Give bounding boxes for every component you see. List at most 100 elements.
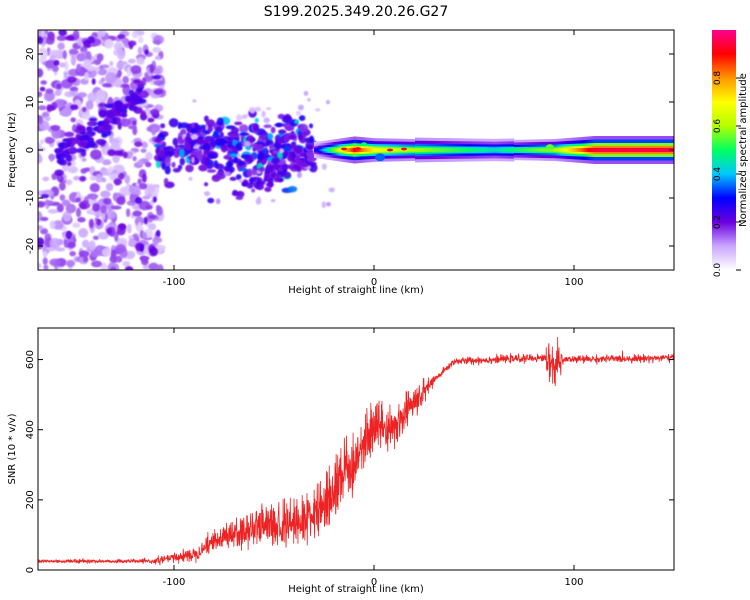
tone-band-cell xyxy=(657,147,659,153)
spectrogram-cell xyxy=(38,36,44,44)
spectrogram-cell xyxy=(65,203,77,214)
tone-band-cell xyxy=(551,148,553,152)
tone-band-cell xyxy=(447,148,449,152)
spectrogram-cell xyxy=(137,80,144,88)
tone-band-cell xyxy=(470,148,472,152)
spectrogram-cell xyxy=(234,121,243,126)
tone-band-cell xyxy=(395,148,397,152)
spectrogram-cell xyxy=(75,207,82,218)
tone-band-cell xyxy=(519,148,521,152)
spectrogram-cell xyxy=(59,62,66,68)
tone-band-cell xyxy=(567,148,569,152)
spectrogram-cell xyxy=(89,182,100,193)
tone-band-cell xyxy=(327,148,329,152)
tone-band-cell xyxy=(359,148,361,152)
spectrogram-cell xyxy=(67,161,72,166)
spectrogram-cell xyxy=(282,164,288,170)
tone-band-cell xyxy=(587,147,589,153)
tone-band-cell xyxy=(341,147,347,151)
spectrogram-cell xyxy=(83,59,92,69)
tone-band-cell xyxy=(335,148,337,152)
spectrogram-cell xyxy=(273,175,280,183)
spectrogram-cell xyxy=(56,35,67,42)
tone-band-cell xyxy=(407,148,409,152)
spectrogram-cell xyxy=(197,154,204,161)
tone-band-cell xyxy=(634,147,636,153)
tone-band-cell xyxy=(320,148,322,152)
tone-band-cell xyxy=(375,153,385,162)
spectrogram-cell xyxy=(56,203,64,213)
spectrogram-cell xyxy=(109,138,120,145)
spectrogram-cell xyxy=(199,132,206,137)
spectrogram-cell xyxy=(256,179,262,186)
colorbar-tick-label: 0.0 xyxy=(713,263,723,278)
spectrogram-cell xyxy=(136,57,145,65)
spectrogram-cell xyxy=(79,175,87,182)
tone-band-cell xyxy=(484,148,486,152)
tone-band-cell xyxy=(559,148,561,152)
tone-band-cell xyxy=(322,148,324,152)
spectrogram-cell xyxy=(235,174,242,181)
tone-band-cell xyxy=(330,148,332,152)
tone-band-cell xyxy=(426,148,428,152)
spectrogram-cell xyxy=(58,158,65,164)
tone-band-cell xyxy=(401,148,403,152)
tone-band-cell xyxy=(646,147,648,153)
spectrogram-cell xyxy=(112,192,118,202)
spectrogram-cell xyxy=(51,128,61,140)
tone-band-cell xyxy=(611,147,613,153)
spectrogram-cell xyxy=(116,61,125,70)
spectrogram-cell xyxy=(179,148,185,158)
y-tick-label: 10 xyxy=(25,96,36,109)
spectrogram-cell xyxy=(228,133,240,138)
spectrogram-cell xyxy=(70,117,76,123)
spectrogram-cell xyxy=(76,125,86,131)
spectrogram-cell xyxy=(38,142,42,148)
spectrogram-cell xyxy=(147,117,155,123)
tone-band-cell xyxy=(438,148,440,152)
spectrogram-cell xyxy=(107,149,116,157)
spectrogram-cell xyxy=(59,194,66,201)
spectrogram-cell xyxy=(279,171,287,176)
spectrogram-cell xyxy=(128,239,137,247)
tone-band-cell xyxy=(375,148,377,152)
spectrogram-cell xyxy=(164,156,172,163)
spectrogram-cell xyxy=(40,216,49,222)
tone-band-cell xyxy=(578,148,580,152)
tone-band-cell xyxy=(424,148,426,152)
tone-band-cell xyxy=(467,148,469,152)
tone-band-cell xyxy=(664,147,666,153)
tone-band-cell xyxy=(374,148,376,152)
spectrogram-cell xyxy=(66,141,72,147)
tone-band-cell xyxy=(446,148,448,152)
tone-band-cell xyxy=(576,148,578,152)
spectrogram-cell xyxy=(241,114,248,120)
colorbar: 0.0 0.2 0.4 0.6 0.8 Normalized spectral ampl… xyxy=(712,30,749,277)
spectrogram-cell xyxy=(43,200,54,205)
tone-band-cell xyxy=(620,147,622,153)
spectrogram-cell xyxy=(285,125,295,131)
tone-band-cell xyxy=(414,148,416,152)
spectrogram-cell xyxy=(148,223,157,231)
spectrogram-cell xyxy=(238,178,243,184)
tone-band-cell xyxy=(341,148,343,152)
spectrogram-cell xyxy=(80,150,87,157)
spectrogram-cell xyxy=(246,184,254,189)
tone-band-cell xyxy=(383,148,385,152)
spectrogram-cell xyxy=(210,138,217,148)
spectrogram-cell xyxy=(117,122,122,130)
spectrogram-cell xyxy=(265,165,274,173)
spectrogram-tone-band xyxy=(314,136,674,164)
spectrogram-cell xyxy=(38,237,45,246)
tone-band-cell xyxy=(659,147,661,153)
spectrogram-cell xyxy=(42,176,50,182)
spectrogram-cell xyxy=(127,58,136,64)
spectrogram-cell xyxy=(52,220,64,230)
tone-band-cell xyxy=(361,142,367,147)
spectrogram-cell xyxy=(160,123,166,129)
tone-band-cell xyxy=(506,148,508,152)
tone-band-cell xyxy=(357,148,359,152)
spectrogram-cell xyxy=(85,100,94,110)
spectrogram-cell xyxy=(72,222,81,228)
tone-band-cell xyxy=(371,148,373,152)
